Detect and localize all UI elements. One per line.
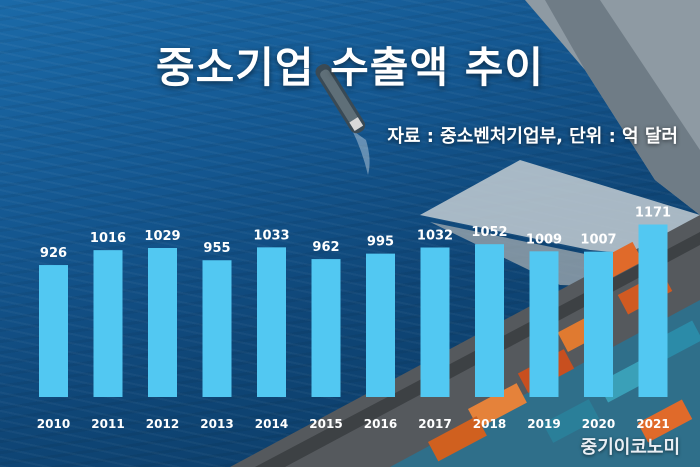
bar-2013 (202, 260, 232, 397)
x-tick-label-2016: 2016 (364, 417, 397, 431)
x-tick-label-2017: 2017 (418, 417, 451, 431)
bar-2020 (584, 251, 613, 397)
bar-2011 (93, 250, 123, 397)
brand-logo-text: 중기이코노미 (580, 437, 680, 458)
value-label-2010: 926 (40, 246, 67, 261)
x-tick-label-2015: 2015 (309, 417, 342, 431)
value-label-2014: 1033 (253, 228, 289, 243)
bar-2018 (475, 244, 504, 397)
value-label-2011: 1016 (90, 231, 126, 246)
x-tick-label-2021: 2021 (636, 417, 669, 431)
x-tick-label-2018: 2018 (473, 417, 506, 431)
x-tick-label-2013: 2013 (200, 417, 233, 431)
value-label-2019: 1009 (526, 232, 562, 247)
bar-2016 (366, 253, 395, 397)
x-tick-label-2014: 2014 (255, 417, 288, 431)
x-tick-label-2012: 2012 (146, 417, 179, 431)
bar-2017 (420, 247, 450, 397)
bar-2014 (257, 247, 286, 397)
chart-title: 중소기업 수출액 추이 (155, 43, 544, 92)
source-note: 자료 : 중소벤처기업부, 단위 : 억 달러 (387, 126, 678, 147)
bar-2015 (311, 259, 341, 397)
value-label-2012: 1029 (144, 229, 180, 244)
bar-2012 (148, 248, 177, 397)
value-label-2017: 1032 (417, 229, 453, 244)
bar-2021 (638, 224, 668, 397)
x-tick-label-2011: 2011 (91, 417, 124, 431)
value-label-2013: 955 (203, 241, 230, 256)
value-label-2021: 1171 (635, 205, 671, 220)
bar-2010 (39, 265, 68, 397)
x-tick-label-2010: 2010 (37, 417, 70, 431)
value-label-2016: 995 (367, 235, 394, 250)
value-label-2018: 1052 (471, 225, 507, 240)
x-tick-label-2020: 2020 (582, 417, 615, 431)
value-label-2020: 1007 (580, 233, 616, 248)
x-tick-label-2019: 2019 (527, 417, 560, 431)
bar-2019 (529, 251, 559, 397)
value-label-2015: 962 (312, 240, 339, 255)
